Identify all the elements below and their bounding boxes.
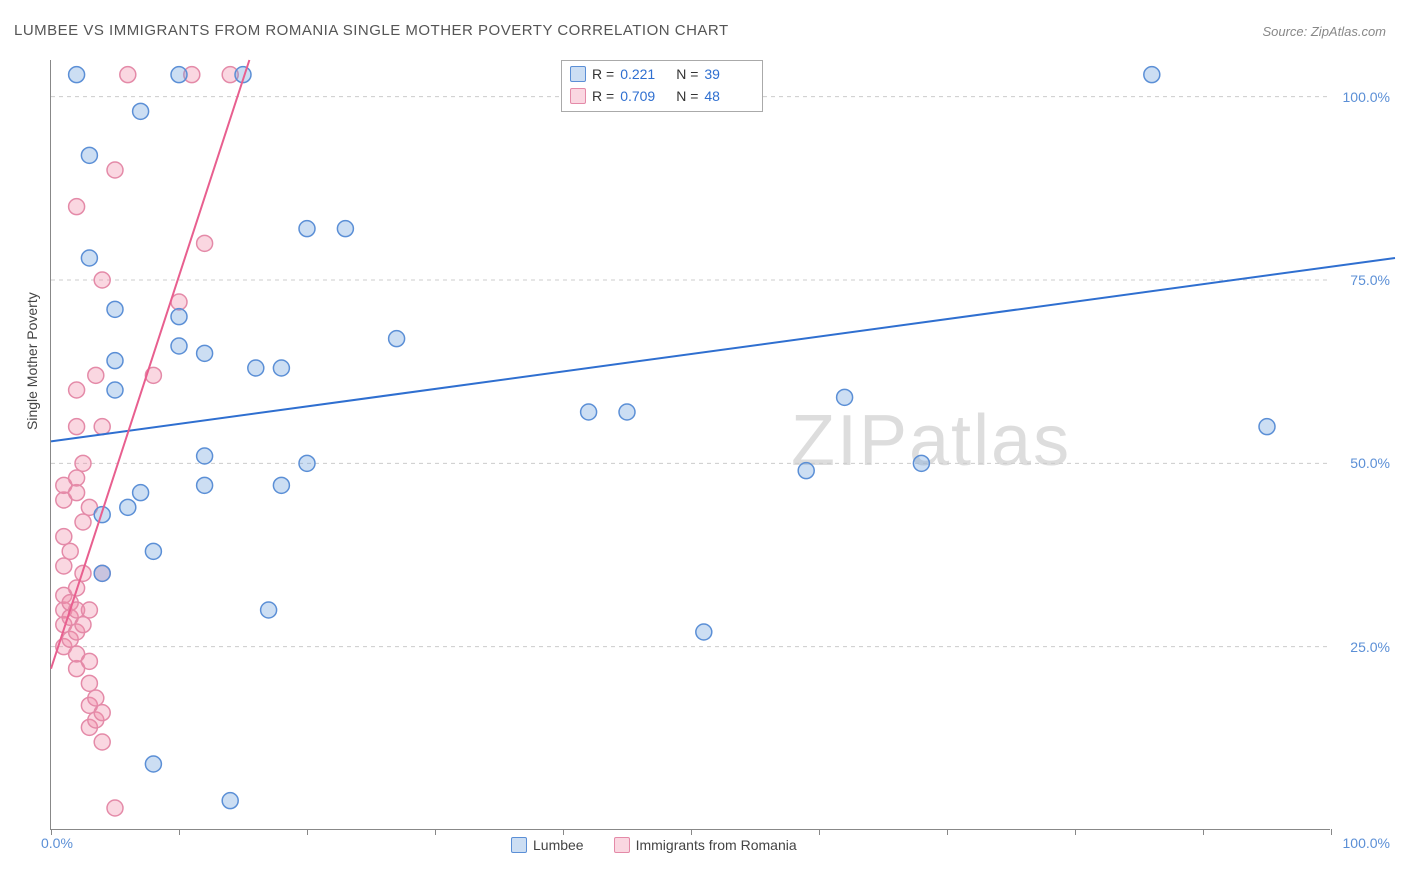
x-max-label: 100.0%	[1343, 835, 1390, 851]
legend-item-pink: Immigrants from Romania	[614, 837, 797, 853]
r-value-blue: 0.221	[620, 63, 670, 85]
r-label-blue: R =	[592, 63, 614, 85]
x-tick	[307, 829, 308, 835]
x-tick	[1331, 829, 1332, 835]
plot-area: ZIPatlas 25.0%50.0%75.0%100.0% 0.0% 100.…	[50, 60, 1330, 830]
chart-svg	[51, 60, 1330, 829]
stats-row-pink: R = 0.709 N = 48	[570, 85, 754, 107]
n-value-blue: 39	[704, 63, 754, 85]
stats-box: R = 0.221 N = 39 R = 0.709 N = 48	[561, 60, 763, 112]
x-tick	[1203, 829, 1204, 835]
legend-swatch-pink	[614, 837, 630, 853]
x-tick	[691, 829, 692, 835]
y-tick-label: 50.0%	[1350, 455, 1390, 471]
n-value-pink: 48	[704, 85, 754, 107]
n-label-blue: N =	[676, 63, 698, 85]
x-tick	[563, 829, 564, 835]
legend-item-blue: Lumbee	[511, 837, 584, 853]
x-origin-label: 0.0%	[41, 835, 73, 851]
y-axis-title: Single Mother Poverty	[24, 292, 40, 430]
chart-title: LUMBEE VS IMMIGRANTS FROM ROMANIA SINGLE…	[14, 22, 729, 39]
legend-label-pink: Immigrants from Romania	[636, 837, 797, 853]
y-tick-label: 75.0%	[1350, 272, 1390, 288]
swatch-blue	[570, 66, 586, 82]
y-tick-label: 25.0%	[1350, 639, 1390, 655]
x-tick	[947, 829, 948, 835]
swatch-pink	[570, 88, 586, 104]
x-tick	[435, 829, 436, 835]
bottom-legend: Lumbee Immigrants from Romania	[511, 837, 797, 853]
source-attribution: Source: ZipAtlas.com	[1262, 24, 1386, 39]
x-tick	[819, 829, 820, 835]
r-label-pink: R =	[592, 85, 614, 107]
legend-label-blue: Lumbee	[533, 837, 584, 853]
n-label-pink: N =	[676, 85, 698, 107]
r-value-pink: 0.709	[620, 85, 670, 107]
y-tick-label: 100.0%	[1343, 89, 1390, 105]
x-tick	[179, 829, 180, 835]
legend-swatch-blue	[511, 837, 527, 853]
x-tick	[1075, 829, 1076, 835]
stats-row-blue: R = 0.221 N = 39	[570, 63, 754, 85]
